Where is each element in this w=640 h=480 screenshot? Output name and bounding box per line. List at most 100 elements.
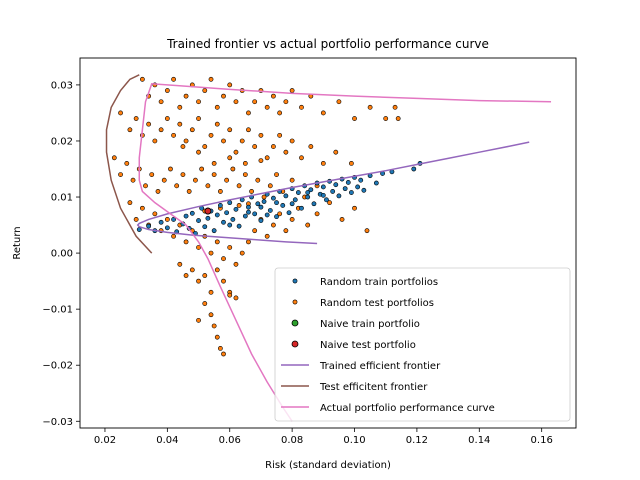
- scatter-point: [305, 194, 311, 200]
- series-3: [204, 207, 212, 215]
- series-layer: [105, 74, 552, 422]
- scatter-point: [227, 127, 233, 133]
- scatter-point: [180, 172, 186, 178]
- scatter-point: [267, 208, 273, 213]
- series-0: [136, 160, 423, 236]
- scatter-point: [383, 116, 389, 121]
- scatter-point: [236, 203, 242, 208]
- scatter-point: [196, 218, 201, 223]
- scatter-point: [320, 110, 326, 116]
- scatter-point: [320, 160, 326, 166]
- scatter-point: [168, 166, 173, 172]
- scatter-point: [258, 218, 264, 223]
- scatter-point: [352, 116, 357, 121]
- scatter-point: [299, 104, 304, 110]
- y-tick-label: −0.03: [42, 417, 73, 428]
- scatter-point: [221, 93, 226, 99]
- scatter-point: [152, 211, 158, 217]
- scatter-point: [161, 177, 167, 183]
- scatter-point: [111, 155, 117, 161]
- scatter-point: [130, 177, 136, 183]
- scatter-point: [289, 201, 295, 207]
- scatter-point: [146, 121, 152, 127]
- scatter-point: [308, 144, 314, 149]
- scatter-point: [299, 205, 304, 211]
- scatter-point: [255, 177, 261, 183]
- scatter-point: [277, 211, 283, 217]
- scatter-point: [227, 292, 233, 298]
- scatter-point: [133, 217, 139, 222]
- scatter-point: [149, 172, 155, 178]
- scatter-point: [264, 233, 270, 239]
- scatter-point: [211, 228, 217, 234]
- scatter-point: [258, 204, 264, 210]
- scatter-point: [274, 214, 279, 220]
- scatter-point: [208, 312, 214, 318]
- scatter-point: [158, 99, 164, 105]
- scatter-point: [255, 201, 261, 207]
- scatter-point: [274, 200, 279, 206]
- scatter-point: [345, 180, 351, 185]
- scatter-point: [239, 138, 245, 144]
- scatter-point: [217, 345, 223, 351]
- scatter-point: [258, 132, 264, 138]
- scatter-point: [333, 149, 339, 155]
- scatter-point: [283, 193, 289, 199]
- scatter-point: [221, 256, 226, 262]
- scatter-point: [327, 200, 332, 206]
- x-tick-label: 0.14: [468, 435, 490, 446]
- scatter-point: [233, 261, 239, 267]
- scatter-point: [202, 144, 208, 149]
- scatter-point: [352, 205, 357, 211]
- scatter-point: [246, 204, 251, 210]
- scatter-point: [152, 138, 158, 144]
- scatter-point: [233, 295, 239, 301]
- y-tick-label: 0.01: [51, 193, 73, 204]
- scatter-point: [177, 104, 183, 110]
- y-axis-label: Return: [12, 226, 23, 259]
- scatter-point: [233, 149, 239, 155]
- legend-label: Test efficitent frontier: [319, 382, 428, 393]
- series-line: [105, 74, 153, 254]
- legend-marker: [292, 278, 298, 284]
- scatter-point: [127, 200, 133, 206]
- scatter-point: [221, 351, 226, 357]
- scatter-point: [348, 190, 354, 195]
- scatter-point: [308, 187, 314, 193]
- legend-marker: [292, 299, 298, 305]
- scatter-point: [252, 228, 258, 234]
- scatter-point: [395, 116, 401, 121]
- scatter-point: [202, 224, 208, 230]
- scatter-point: [180, 144, 186, 149]
- scatter-point: [214, 104, 220, 110]
- scatter-point: [205, 215, 211, 221]
- scatter-point: [311, 201, 317, 207]
- scatter-point: [224, 210, 230, 216]
- scatter-point: [208, 289, 214, 295]
- legend-marker: [291, 319, 299, 327]
- x-tick-label: 0.12: [406, 435, 428, 446]
- scatter-point: [233, 206, 239, 212]
- y-tick-label: 0.00: [51, 249, 73, 260]
- scatter-point: [217, 189, 223, 194]
- scatter-point: [164, 217, 170, 222]
- scatter-point: [221, 138, 226, 144]
- scatter-point: [236, 223, 242, 229]
- scatter-point: [348, 160, 354, 166]
- scatter-point: [264, 104, 270, 110]
- scatter-point: [320, 184, 326, 190]
- scatter-point: [164, 116, 170, 121]
- scatter-point: [239, 250, 245, 256]
- scatter-point: [171, 132, 176, 138]
- scatter-point: [224, 177, 230, 183]
- scatter-point: [227, 155, 233, 161]
- scatter-point: [202, 88, 208, 93]
- scatter-point: [211, 323, 217, 329]
- scatter-point: [118, 172, 123, 178]
- scatter-point: [289, 138, 295, 144]
- scatter-point: [196, 149, 201, 155]
- scatter-point: [271, 144, 276, 149]
- x-axis: 0.02 0.04 0.06 0.08 0.10 0.12 0.14 0.16: [94, 428, 553, 446]
- scatter-point: [118, 110, 123, 116]
- scatter-point: [136, 227, 142, 232]
